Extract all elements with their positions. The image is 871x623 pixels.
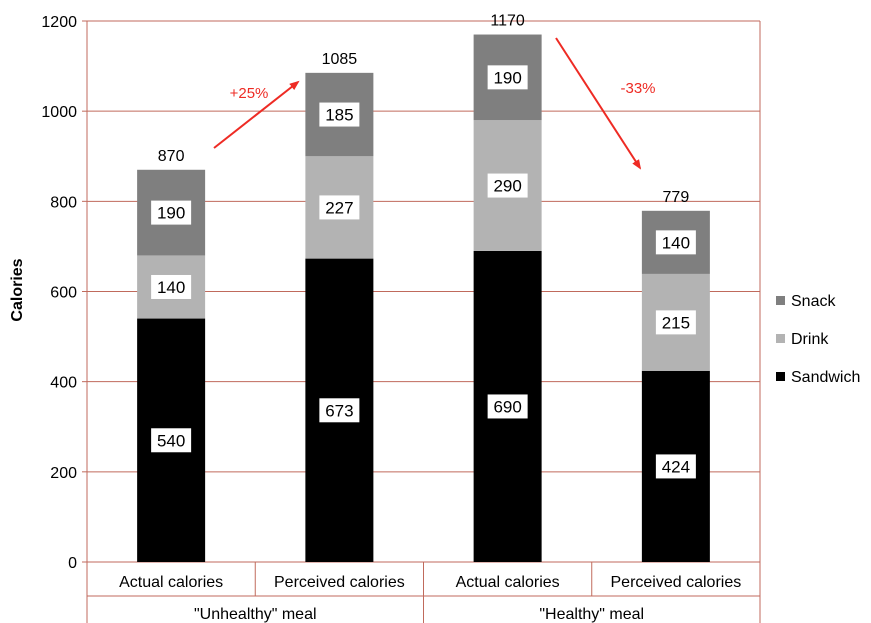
change-label: -33% [620, 80, 655, 97]
y-tick-label: 200 [50, 465, 77, 482]
total-label: 779 [663, 189, 690, 206]
axes: 0 200 400 600 800 1000 1200 Actual calories Perc… [41, 14, 761, 623]
x-tick-label: Actual calories [456, 574, 560, 591]
data-label-box [151, 200, 192, 225]
y-tick-label: 1000 [41, 104, 77, 121]
data-label: 140 [157, 278, 185, 297]
total-label: 1170 [490, 13, 525, 30]
data-label-box [319, 195, 360, 220]
change-arrow [555, 37, 642, 170]
legend-label: Snack [791, 293, 836, 310]
data-label-box [655, 454, 696, 479]
legend-swatch-snack [776, 296, 785, 305]
y-axis-title: Calories [9, 258, 26, 321]
group-label: "Unhealthy" meal [194, 606, 317, 623]
total-label: 870 [158, 148, 185, 165]
data-labels: 540 140 190 870 673 227 185 1085 690 290 190 1170 42… [151, 13, 696, 479]
legend: Snack Drink Sandwich [776, 293, 860, 386]
y-tick-label: 400 [50, 375, 77, 392]
data-label-box [151, 274, 192, 299]
x-tick-label: Actual calories [119, 574, 223, 591]
legend-label: Drink [791, 331, 829, 348]
legend-label: Sandwich [791, 369, 860, 386]
change-label: +25% [230, 85, 269, 102]
data-label-box [151, 428, 192, 453]
annotations: +25% -33% [213, 37, 656, 170]
data-label: 190 [493, 68, 521, 87]
y-tick-label: 600 [50, 285, 77, 302]
data-label-box [487, 65, 528, 90]
bars [137, 34, 710, 563]
y-tick-label: 800 [50, 194, 77, 211]
data-label: 690 [493, 397, 521, 416]
total-label: 1085 [322, 51, 358, 68]
change-arrow [213, 80, 300, 149]
data-label: 290 [493, 177, 521, 196]
x-tick-label: Perceived calories [274, 574, 405, 591]
legend-swatch-drink [776, 334, 785, 343]
x-tick-label: Perceived calories [611, 574, 742, 591]
data-label-box [487, 394, 528, 419]
data-label-box [487, 173, 528, 198]
data-label-box [319, 398, 360, 423]
group-label: "Healthy" meal [539, 606, 644, 623]
y-tick-label: 0 [68, 555, 77, 572]
data-label: 190 [157, 204, 185, 223]
data-label-box [655, 230, 696, 255]
data-label: 185 [325, 106, 353, 125]
data-label: 540 [157, 431, 185, 450]
data-label: 424 [662, 457, 690, 476]
data-label: 215 [662, 313, 690, 332]
data-label: 673 [325, 401, 353, 420]
data-label: 140 [662, 233, 690, 252]
data-label-box [655, 310, 696, 335]
data-label-box [319, 102, 360, 127]
data-label: 227 [325, 198, 353, 217]
y-tick-label: 1200 [41, 14, 77, 31]
legend-swatch-sandwich [776, 372, 785, 381]
